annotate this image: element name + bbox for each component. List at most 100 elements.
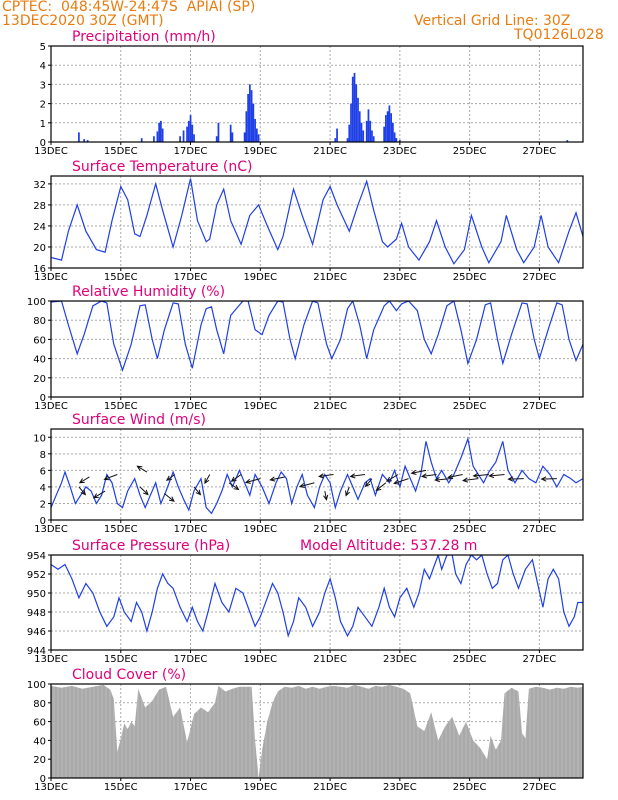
y-tick-label: 3 bbox=[40, 80, 46, 91]
x-tick-label: 25DEC bbox=[453, 146, 487, 157]
header-datetime: 13DEC2020 30Z (GMT) bbox=[2, 13, 164, 29]
precip-bar bbox=[255, 128, 258, 142]
precip-bar bbox=[250, 90, 253, 142]
x-tick-label: 25DEC bbox=[453, 401, 487, 412]
precip-bar bbox=[153, 136, 155, 142]
precip-bar bbox=[254, 118, 256, 142]
y-tick-label: 60 bbox=[33, 335, 46, 346]
wind-vector-arrow bbox=[103, 474, 118, 481]
y-tick-label: 80 bbox=[33, 316, 46, 327]
precip-bar bbox=[182, 130, 185, 142]
series-line bbox=[51, 178, 583, 265]
precip-bar bbox=[187, 120, 190, 142]
precip-bar bbox=[357, 97, 359, 142]
precip-bar bbox=[388, 105, 391, 142]
y-tick-label: 954 bbox=[27, 551, 46, 562]
precip-bar bbox=[350, 103, 352, 142]
y-tick-label: 0 bbox=[40, 774, 46, 785]
wind-vector-arrow bbox=[410, 469, 427, 475]
plot-layer bbox=[51, 684, 583, 778]
x-tick-label: 17DEC bbox=[174, 401, 208, 412]
x-tick-label: 19DEC bbox=[243, 272, 277, 283]
x-tick-label: 13DEC bbox=[34, 146, 68, 157]
precip-bar bbox=[383, 126, 386, 142]
precip-bar bbox=[217, 122, 220, 142]
wind-vector-arrow bbox=[164, 493, 175, 502]
x-tick-label: 15DEC bbox=[104, 272, 138, 283]
x-tick-label: 25DEC bbox=[453, 272, 487, 283]
precip-bar bbox=[398, 140, 401, 142]
panel-cloud: 0 20 40 60 80 100 13DEC 15DEC 17DEC 19DEC 21DEC 23D… bbox=[27, 667, 584, 793]
precip-bar bbox=[161, 128, 164, 142]
precip-bar bbox=[336, 128, 338, 142]
precip-bar bbox=[193, 134, 195, 142]
y-tick-label: 40 bbox=[33, 736, 46, 747]
wind-vector-arrow bbox=[507, 476, 524, 482]
precip-bar bbox=[390, 113, 393, 142]
y-tick-label: 5 bbox=[40, 42, 46, 53]
precip-bar bbox=[245, 111, 248, 142]
precip-bar bbox=[78, 132, 80, 142]
x-tick-label: 19DEC bbox=[243, 782, 277, 793]
x-tick-label: 15DEC bbox=[104, 401, 138, 412]
precip-bar bbox=[231, 132, 234, 142]
panel-frame bbox=[50, 683, 584, 779]
wind-vector-arrow bbox=[375, 482, 387, 492]
panel-wind: 0 2 4 6 8 10 13DEC 15DEC 17DEC 19DEC 21DEC 23DEC 25D… bbox=[33, 412, 584, 535]
y-tick-label: 0 bbox=[40, 393, 46, 404]
x-tick-label: 21DEC bbox=[313, 782, 347, 793]
x-tick-label: 25DEC bbox=[453, 524, 487, 535]
wind-vector-arrow bbox=[78, 486, 87, 496]
panel-frame bbox=[50, 175, 584, 269]
plot-layer bbox=[51, 555, 583, 638]
y-tick-label: 32 bbox=[33, 180, 46, 191]
y-tick-label: 20 bbox=[33, 755, 46, 766]
precip-bar bbox=[393, 132, 396, 142]
y-tick-label: 20 bbox=[33, 374, 46, 385]
x-tick-label: 27DEC bbox=[523, 401, 557, 412]
x-tick-label: 25DEC bbox=[453, 654, 487, 665]
x-tick-label: 27DEC bbox=[523, 146, 557, 157]
panel-pressure: 944 946 948 950 952 954 13DEC 15DEC 17DEC 19DEC 21… bbox=[27, 538, 584, 665]
wind-vector-arrow bbox=[92, 490, 106, 499]
precip-bar bbox=[257, 134, 260, 142]
precip-bar bbox=[348, 124, 351, 142]
x-tick-label: 27DEC bbox=[523, 782, 557, 793]
x-tick-label: 27DEC bbox=[523, 272, 557, 283]
y-tick-label: 100 bbox=[27, 680, 46, 691]
wind-vector-arrow bbox=[244, 478, 261, 484]
x-tick-label: 21DEC bbox=[313, 401, 347, 412]
precip-bar bbox=[189, 115, 192, 142]
panel-title: Surface Pressure (hPa) bbox=[72, 538, 230, 554]
wind-vector-arrow bbox=[323, 490, 329, 501]
y-tick-label: 60 bbox=[33, 718, 46, 729]
x-tick-label: 13DEC bbox=[34, 401, 68, 412]
precip-bar bbox=[334, 138, 337, 142]
x-tick-label: 21DEC bbox=[313, 146, 347, 157]
precip-bar bbox=[160, 120, 162, 142]
x-tick-label: 25DEC bbox=[453, 782, 487, 793]
precip-bar bbox=[86, 140, 89, 142]
y-tick-label: 0 bbox=[40, 138, 46, 149]
y-tick-label: 40 bbox=[33, 355, 46, 366]
y-tick-label: 946 bbox=[27, 627, 46, 638]
precip-bar bbox=[395, 138, 398, 142]
x-tick-label: 17DEC bbox=[174, 654, 208, 665]
wind-vector-arrow bbox=[204, 474, 211, 485]
precip-bar bbox=[367, 109, 370, 142]
y-tick-label: 16 bbox=[33, 264, 46, 275]
panel-frame bbox=[50, 554, 584, 651]
cloud-area bbox=[51, 684, 583, 778]
plot-layer bbox=[78, 72, 569, 142]
y-tick-label: 4 bbox=[40, 61, 46, 72]
x-tick-label: 23DEC bbox=[383, 272, 417, 283]
panel-title: Precipitation (mm/h) bbox=[72, 29, 216, 45]
y-tick-label: 24 bbox=[33, 222, 46, 233]
precip-bar bbox=[360, 122, 363, 142]
y-tick-label: 0 bbox=[40, 516, 46, 527]
y-tick-label: 8 bbox=[40, 450, 46, 461]
x-tick-label: 15DEC bbox=[104, 146, 138, 157]
y-tick-label: 6 bbox=[40, 466, 46, 477]
series-line bbox=[51, 436, 583, 515]
x-tick-label: 23DEC bbox=[383, 782, 417, 793]
